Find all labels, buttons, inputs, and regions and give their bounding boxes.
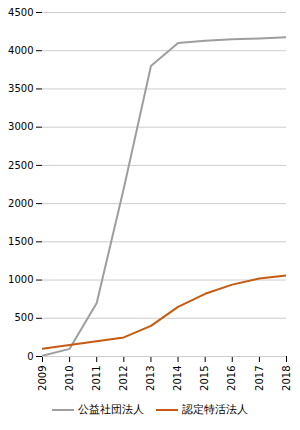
svg-text:2013: 2013 [145,366,156,391]
svg-text:2018: 2018 [281,366,292,391]
svg-text:4500: 4500 [8,7,33,18]
svg-text:3500: 3500 [8,83,33,94]
svg-text:2010: 2010 [64,366,75,391]
svg-text:2015: 2015 [199,366,210,391]
svg-text:2009: 2009 [37,366,48,391]
html-text:認定特活法人: 認定特活法人 [182,403,248,416]
svg-text:4000: 4000 [8,45,33,56]
svg-text:3000: 3000 [8,121,33,132]
svg-text:2500: 2500 [8,160,33,171]
svg-text:1500: 1500 [8,236,33,247]
svg-text:2017: 2017 [254,366,265,391]
svg-text:2014: 2014 [172,366,183,391]
svg-text:500: 500 [14,312,33,323]
svg-text:2012: 2012 [118,366,129,391]
html-text:公益社団法人: 公益社団法人 [78,403,144,416]
svg-text:2000: 2000 [8,198,33,209]
svg-text:2011: 2011 [91,366,102,391]
svg-text:2016: 2016 [226,366,237,391]
svg-text:0: 0 [27,351,33,362]
svg-text:1000: 1000 [8,274,33,285]
